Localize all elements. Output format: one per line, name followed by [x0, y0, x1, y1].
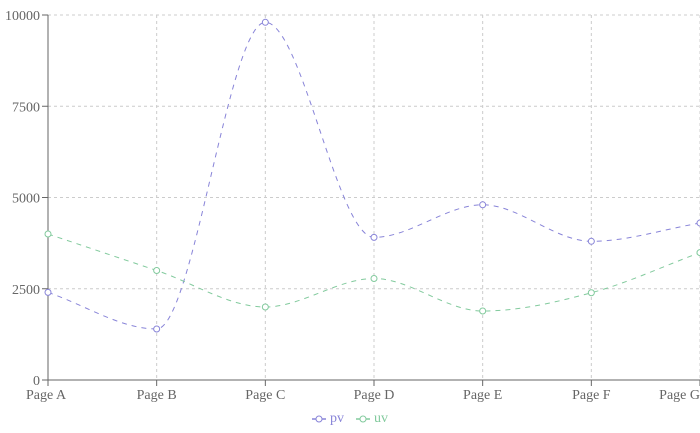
- data-point-uv[interactable]: [696, 249, 700, 257]
- chart-axes: 0 2500 5000 7500 10000 Page A Page B Page C Page…: [5, 9, 700, 403]
- data-point-uv[interactable]: [261, 303, 269, 311]
- data-point-pv[interactable]: [370, 233, 378, 241]
- data-point-pv[interactable]: [696, 219, 700, 227]
- legend-label: uv: [374, 411, 388, 426]
- legend-label: pv: [330, 411, 344, 426]
- x-tick-label: Page E: [463, 388, 502, 403]
- x-tick-label: Page D: [354, 388, 395, 403]
- data-point-uv[interactable]: [479, 307, 487, 315]
- data-point-uv[interactable]: [153, 267, 161, 274]
- x-tick-label: Page A: [26, 388, 67, 403]
- legend-item-pv[interactable]: pv: [312, 411, 344, 427]
- legend-line-icon: [356, 415, 370, 423]
- data-point-uv[interactable]: [370, 275, 378, 283]
- chart-series: [44, 18, 700, 333]
- data-point-pv[interactable]: [153, 325, 161, 333]
- chart-grid: [48, 14, 700, 380]
- x-tick-label: Page G: [659, 388, 700, 403]
- data-point-pv[interactable]: [479, 201, 487, 209]
- data-point-uv[interactable]: [44, 230, 52, 238]
- data-point-pv[interactable]: [587, 237, 595, 245]
- y-tick-label: 7500: [12, 100, 40, 115]
- data-point-pv[interactable]: [261, 18, 269, 26]
- data-point-uv[interactable]: [587, 289, 595, 297]
- y-tick-label: 5000: [12, 192, 40, 207]
- y-tick-label: 10000: [5, 9, 40, 24]
- x-tick-label: Page F: [572, 388, 611, 403]
- y-tick-label: 0: [33, 374, 40, 389]
- legend-item-uv[interactable]: uv: [356, 411, 388, 427]
- chart-legend: pv uv: [0, 410, 700, 428]
- y-tick-label: 2500: [12, 283, 40, 298]
- series-line-pv: [47, 21, 700, 330]
- legend-line-icon: [312, 415, 326, 423]
- x-tick-label: Page B: [137, 388, 177, 403]
- x-tick-label: Page C: [245, 388, 285, 403]
- data-point-pv[interactable]: [44, 288, 52, 296]
